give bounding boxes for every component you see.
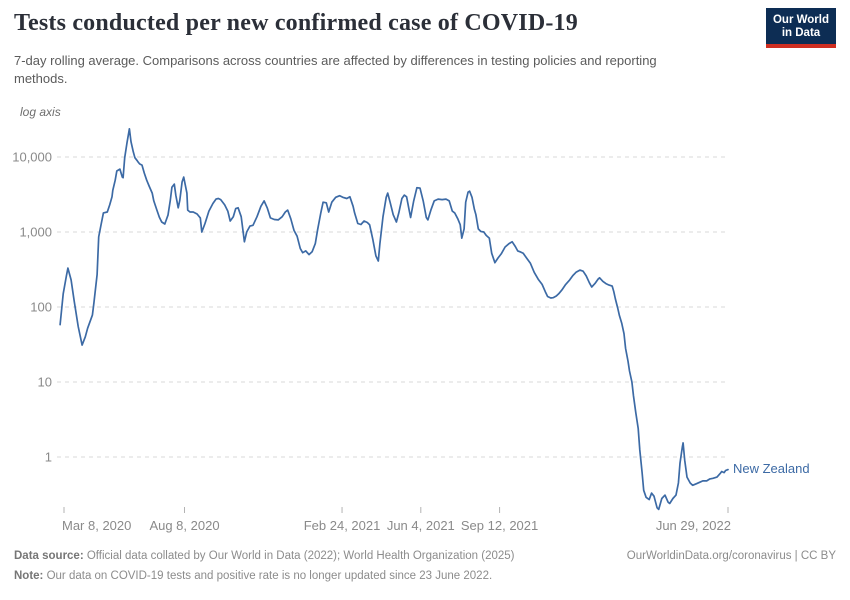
note-value: Our data on COVID-19 tests and positive … <box>43 570 493 582</box>
y-axis-tick-label: 10 <box>38 375 52 390</box>
data-source-text: Data source: Official data collated by O… <box>14 549 515 563</box>
log-axis-note: log axis <box>20 105 61 119</box>
y-axis-tick-label: 100 <box>30 300 52 315</box>
note-label: Note: <box>14 570 44 582</box>
owid-logo: Our World in Data <box>766 8 836 48</box>
footer-row-source: Data source: Official data collated by O… <box>14 549 836 563</box>
x-axis-tick-label: Mar 8, 2020 <box>62 518 131 533</box>
x-axis-tick-label: Aug 8, 2020 <box>149 518 219 533</box>
y-axis-tick-label: 1 <box>45 450 52 465</box>
x-axis-tick-label: Jun 29, 2022 <box>656 518 731 533</box>
x-axis-tick-label: Jun 4, 2021 <box>387 518 455 533</box>
y-axis-tick-label: 1,000 <box>19 225 52 240</box>
y-axis-tick-label: 10,000 <box>12 150 52 165</box>
chart-subtitle: 7-day rolling average. Comparisons acros… <box>14 53 657 86</box>
x-axis-tick-label: Sep 12, 2021 <box>461 518 538 533</box>
chart-footer: Data source: Official data collated by O… <box>14 549 836 583</box>
owid-logo-line2: in Data <box>781 27 821 39</box>
owid-logo-line1: Our World <box>772 14 829 26</box>
data-source-label: Data source: <box>14 550 84 562</box>
x-axis-tick-label: Feb 24, 2021 <box>304 518 381 533</box>
source-link[interactable]: OurWorldinData.org/coronavirus | CC BY <box>626 550 836 562</box>
page-title: Tests conducted per new confirmed case o… <box>14 10 578 36</box>
series-line <box>59 127 729 511</box>
footer-row-note: Note: Our data on COVID-19 tests and pos… <box>14 569 836 583</box>
series-label: New Zealand <box>733 461 810 476</box>
data-source-value: Official data collated by Our World in D… <box>83 550 515 562</box>
